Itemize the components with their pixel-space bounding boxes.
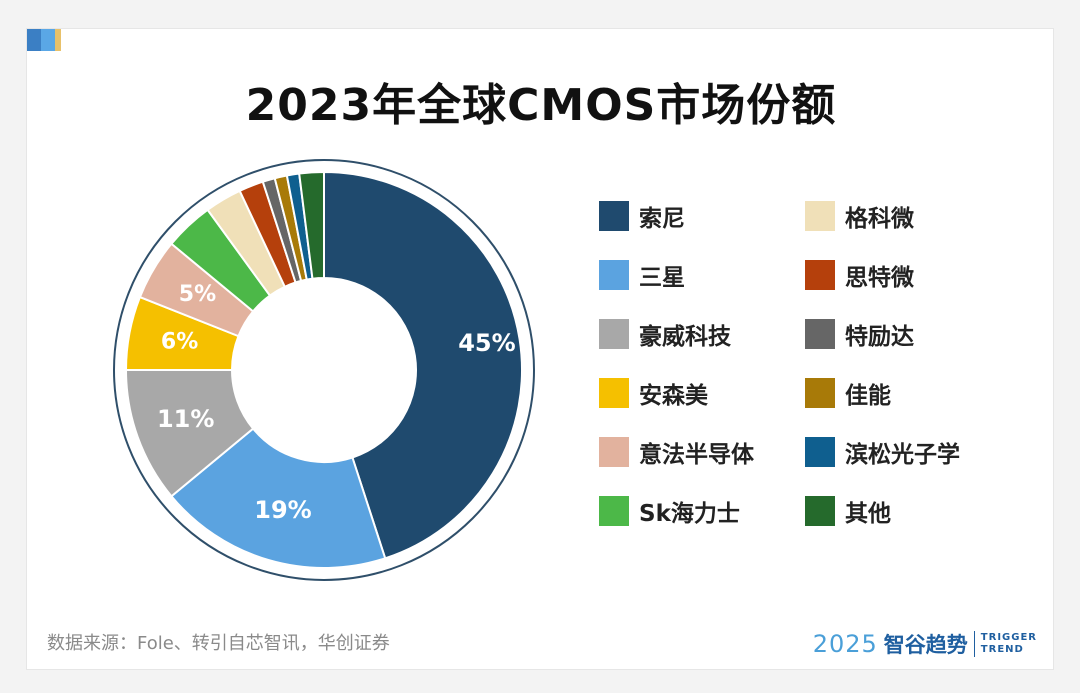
chart-card: 2023年全球CMOS市场份额 45% 19% 11% 6% 5% 索尼三星豪威科技安森…: [26, 28, 1054, 670]
legend-item: Sk海力士: [599, 494, 740, 528]
legend-item: 豪威科技: [599, 317, 731, 351]
brand-name: 智谷趋势: [883, 633, 968, 657]
legend-label: 安森美: [639, 383, 708, 409]
slice-1: [170, 427, 387, 569]
legend-label: Sk海力士: [639, 501, 740, 527]
legend-swatch: [599, 260, 629, 290]
source-note: 数据来源：Fole、转引自芯智讯，华创证券: [47, 633, 390, 654]
slice-11: [298, 170, 325, 280]
legend-label: 佳能: [845, 383, 891, 409]
outer-ring: [113, 159, 535, 581]
brand-en-line1: TRIGGER: [980, 632, 1037, 643]
legend-item: 安森美: [599, 376, 708, 410]
legend-swatch: [805, 201, 835, 231]
legend-swatch: [599, 437, 629, 467]
legend-label: 格科微: [845, 206, 914, 232]
legend-swatch: [805, 319, 835, 349]
legend-swatch: [805, 260, 835, 290]
legend-label: 其他: [845, 501, 891, 527]
slice-label-0: 45%: [458, 329, 515, 357]
slice-0: [323, 170, 523, 560]
slice-label-2: 11%: [157, 405, 214, 433]
legend-item: 其他: [805, 494, 891, 528]
legend-item: 思特微: [805, 258, 914, 292]
legend-label: 豪威科技: [639, 324, 731, 350]
donut-chart: 45% 19% 11% 6% 5%: [113, 159, 535, 581]
legend-item: 滨松光子学: [805, 435, 960, 469]
legend-label: 滨松光子学: [845, 442, 960, 468]
legend-label: 意法半导体: [639, 442, 754, 468]
legend-label: 三星: [639, 265, 685, 291]
legend-swatch: [805, 437, 835, 467]
legend-label: 特励达: [845, 324, 914, 350]
legend-swatch: [805, 496, 835, 526]
legend-item: 索尼: [599, 199, 685, 233]
brand-en-line2: TREND: [980, 644, 1024, 655]
slice-label-1: 19%: [254, 496, 311, 524]
chart-title: 2023年全球CMOS市场份额: [245, 80, 837, 131]
legend-swatch: [805, 378, 835, 408]
legend-item: 特励达: [805, 317, 914, 351]
legend-item: 意法半导体: [599, 435, 754, 469]
legend-swatch: [599, 378, 629, 408]
legend-label: 思特微: [845, 265, 914, 291]
brand-logo: 2025 智谷趋势 TRIGGER TREND: [813, 629, 1037, 659]
legend-item: 三星: [599, 258, 685, 292]
slice-label-3: 6%: [161, 329, 198, 354]
legend-swatch: [599, 496, 629, 526]
legend-swatch: [599, 319, 629, 349]
slice-label-4: 5%: [179, 282, 216, 307]
legend-item: 佳能: [805, 376, 891, 410]
corner-decoration: [27, 29, 65, 51]
legend-swatch: [599, 201, 629, 231]
legend-item: 格科微: [805, 199, 914, 233]
legend-label: 索尼: [639, 206, 685, 232]
brand-year: 2025: [812, 630, 878, 658]
